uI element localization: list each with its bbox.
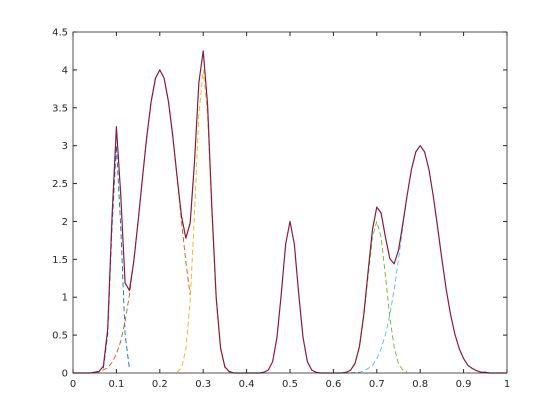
x-tick-label: 0.5 xyxy=(282,379,298,390)
axes-box xyxy=(72,31,508,374)
y-tick-label: 4 xyxy=(62,65,68,76)
x-tick-label: 0.2 xyxy=(152,379,168,390)
line-series xyxy=(73,50,507,374)
x-tick-label: 0.1 xyxy=(108,379,124,390)
x-tick-label: 0.3 xyxy=(195,379,211,390)
y-tick-label: 0 xyxy=(62,369,68,380)
x-tick-label: 0.9 xyxy=(456,379,472,390)
y-tick-label: 2.5 xyxy=(52,179,68,190)
y-tick-label: 1.5 xyxy=(52,255,68,266)
x-tick-label: 0 xyxy=(70,379,76,390)
plot-area xyxy=(73,32,507,373)
x-tick-label: 0.7 xyxy=(369,379,385,390)
y-tick-label: 3.5 xyxy=(52,103,68,114)
x-tick-label: 1 xyxy=(504,379,510,390)
y-tick-label: 2 xyxy=(62,217,68,228)
y-tick-label: 3 xyxy=(62,141,68,152)
line-series xyxy=(102,145,130,369)
y-tick-label: 4.5 xyxy=(52,28,68,39)
y-tick-label: 1 xyxy=(62,293,68,304)
x-tick-label: 0.8 xyxy=(412,379,428,390)
y-tick-label: 0.5 xyxy=(52,331,68,342)
x-tick-label: 0.4 xyxy=(239,379,255,390)
x-tick-label: 0.6 xyxy=(325,379,341,390)
